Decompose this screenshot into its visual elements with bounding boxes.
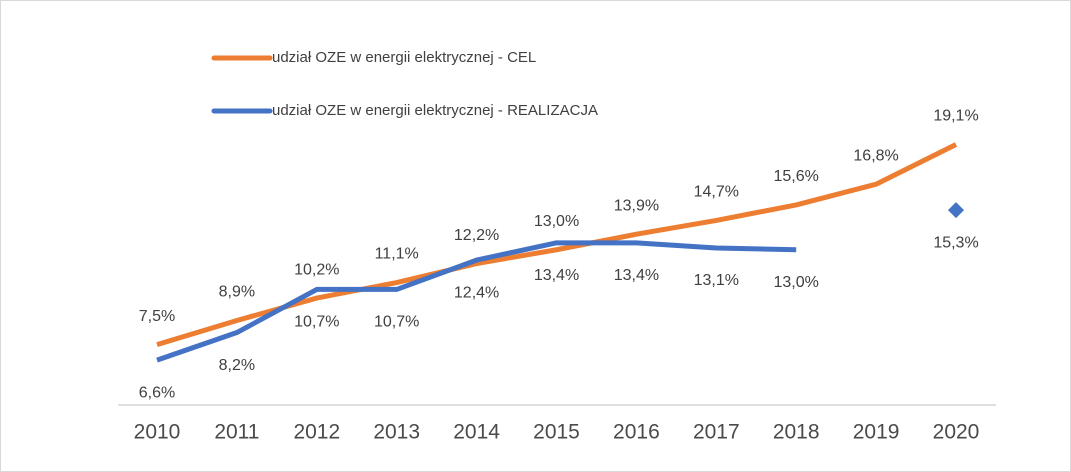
x-tick-label: 2019 xyxy=(853,421,900,444)
x-tick-label: 2018 xyxy=(773,421,820,444)
legend-label: udział OZE w energii elektrycznej - REAL… xyxy=(272,102,598,119)
data-label: 13,1% xyxy=(694,272,739,289)
data-label: 15,3% xyxy=(933,234,978,251)
data-label: 14,7% xyxy=(694,184,739,201)
data-label: 8,2% xyxy=(219,357,255,374)
point-marker xyxy=(948,202,964,219)
data-label: 13,9% xyxy=(614,197,659,214)
data-label: 13,4% xyxy=(614,267,659,284)
data-label: 19,1% xyxy=(933,108,978,125)
data-label: 6,6% xyxy=(139,384,175,401)
x-tick-label: 2014 xyxy=(453,421,500,444)
series-line xyxy=(156,240,797,363)
data-label: 8,9% xyxy=(219,284,255,301)
data-label: 13,4% xyxy=(534,267,579,284)
data-label: 16,8% xyxy=(853,147,898,164)
x-tick-label: 2012 xyxy=(293,421,340,444)
data-label: 12,2% xyxy=(454,227,499,244)
legend-label: udział OZE w energii elektrycznej - CEL xyxy=(272,49,536,66)
data-label: 10,2% xyxy=(294,261,339,278)
data-label: 12,4% xyxy=(454,284,499,301)
data-label: 10,7% xyxy=(294,314,339,331)
x-tick-label: 2013 xyxy=(373,421,420,444)
data-label: 10,7% xyxy=(374,314,419,331)
x-tick-label: 2010 xyxy=(134,421,181,444)
x-tick-label: 2017 xyxy=(693,421,740,444)
x-tick-label: 2015 xyxy=(533,421,580,444)
data-label: 13,0% xyxy=(774,274,819,291)
data-label: 11,1% xyxy=(375,246,419,263)
data-label: 15,6% xyxy=(774,168,819,185)
x-tick-label: 2016 xyxy=(613,421,660,444)
x-tick-label: 2020 xyxy=(933,421,980,444)
data-label: 7,5% xyxy=(139,308,175,325)
x-tick-label: 2011 xyxy=(214,421,259,444)
data-label: 13,0% xyxy=(534,213,579,230)
